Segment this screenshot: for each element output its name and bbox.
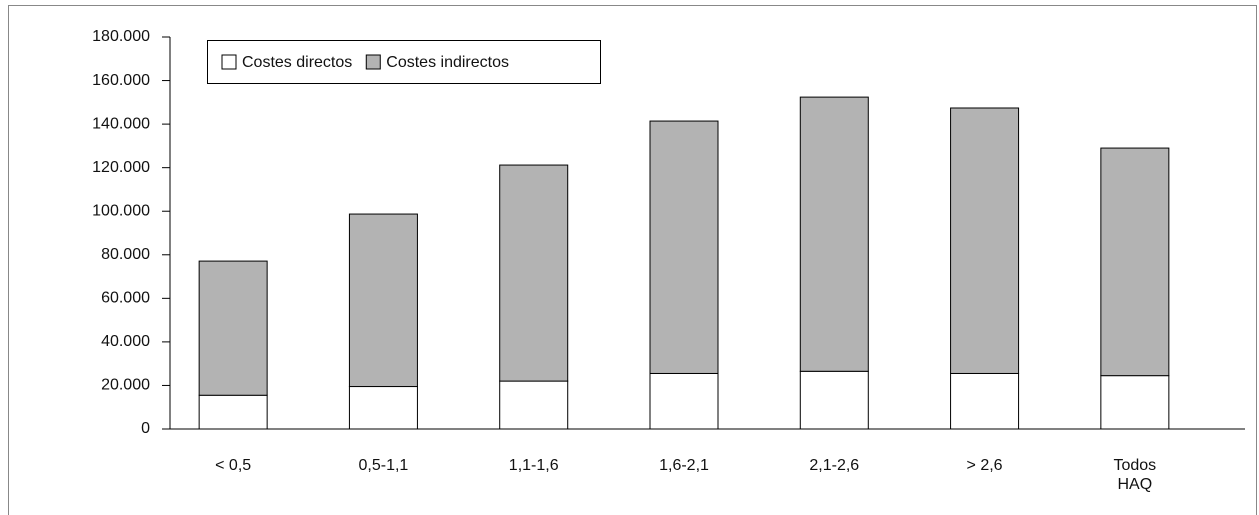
legend-label: Costes indirectos xyxy=(386,54,509,71)
bar-segment xyxy=(198,260,268,396)
legend-swatch xyxy=(365,54,381,70)
bar-segment xyxy=(649,120,719,374)
bar-segment xyxy=(950,372,1020,430)
bar-segment xyxy=(348,213,418,388)
y-tick-label: 80.000 xyxy=(101,246,150,263)
bar-segment xyxy=(649,372,719,430)
y-tick-label: 0 xyxy=(141,420,150,437)
x-tick-label: > 2,6 xyxy=(966,457,1003,474)
y-tick-label: 160.000 xyxy=(92,72,150,89)
y-tick-label: 100.000 xyxy=(92,202,150,219)
y-tick-label: 180.000 xyxy=(92,28,150,45)
y-tick-label: 120.000 xyxy=(92,159,150,176)
bar-segment xyxy=(950,107,1020,374)
y-tick-label: 20.000 xyxy=(101,377,150,394)
bar-segment xyxy=(198,394,268,430)
y-tick-label: 40.000 xyxy=(101,333,150,350)
bar-segment xyxy=(799,370,869,430)
x-tick-label: 1,1-1,6 xyxy=(508,457,559,474)
bar-segment xyxy=(1100,375,1170,430)
legend-swatch xyxy=(221,54,237,70)
frame xyxy=(8,5,1257,515)
legend-label: Costes directos xyxy=(242,54,352,71)
x-tick-label: 2,1-2,6 xyxy=(809,457,860,474)
legend-box xyxy=(207,40,601,84)
bar-segment xyxy=(499,164,569,382)
y-tick-label: 140.000 xyxy=(92,115,150,132)
x-tick-label: < 0,5 xyxy=(215,457,252,474)
x-tick-label: 1,6-2,1 xyxy=(659,457,709,474)
bar-segment xyxy=(348,386,418,430)
x-tick-label: 0,5-1,1 xyxy=(358,457,409,474)
bar-segment xyxy=(799,96,869,372)
y-tick-label: 60.000 xyxy=(101,290,150,307)
bar-segment xyxy=(499,380,569,430)
x-tick-label: Todos HAQ xyxy=(1113,457,1157,493)
bar-segment xyxy=(1100,147,1170,377)
